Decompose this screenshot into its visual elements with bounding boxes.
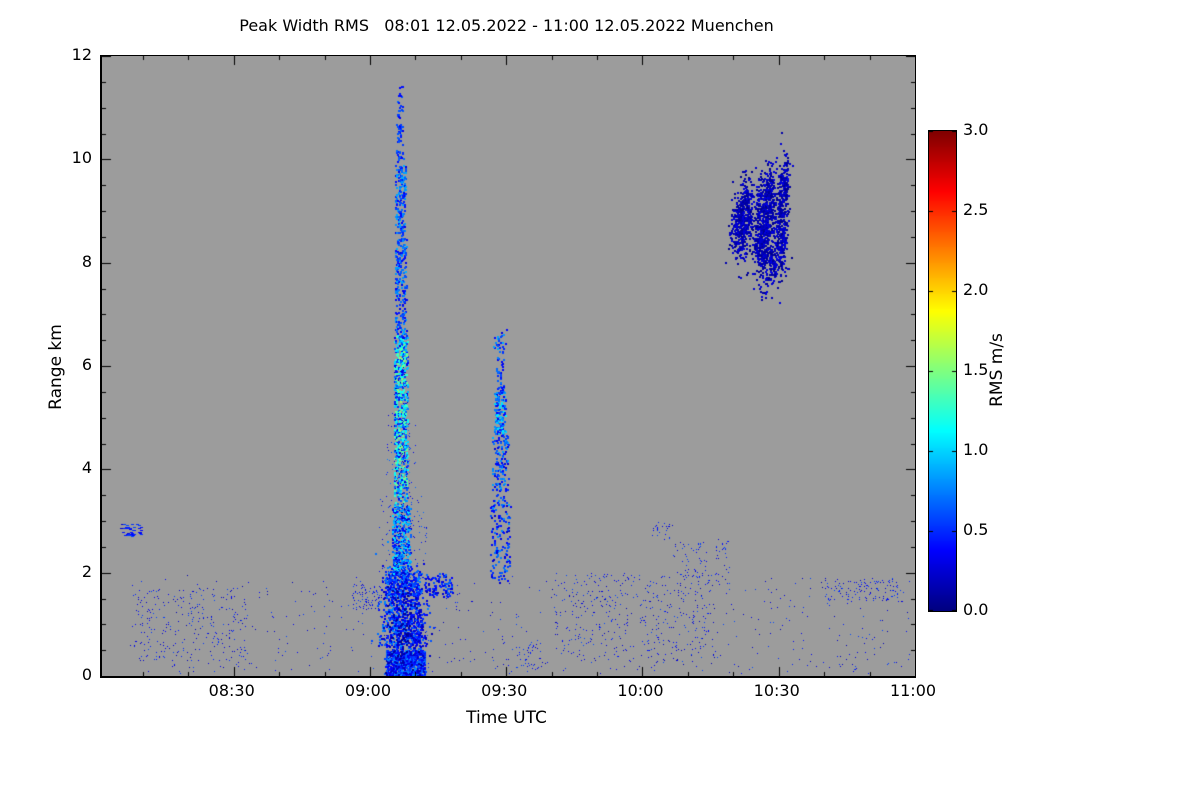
colorbar-tick-label: 1.0: [963, 440, 989, 459]
plot-area: [100, 55, 916, 678]
x-tick-label: 08:30: [208, 681, 255, 700]
colorbar-tick-label: 3.0: [963, 120, 989, 139]
colorbar-tick-label: 1.5: [963, 360, 989, 379]
colorbar-tick-label: 0.0: [963, 600, 989, 619]
colorbar-tick-label: 2.5: [963, 200, 989, 219]
y-tick-label: 4: [81, 458, 92, 478]
x-axis-label: Time UTC: [466, 708, 547, 728]
x-tick-label: 09:00: [344, 681, 392, 700]
y-tick-label: 0: [81, 665, 92, 684]
x-tick-label: 09:30: [481, 681, 528, 700]
y-tick-label: 12: [71, 45, 92, 64]
colorbar-tick-label: 2.0: [963, 280, 989, 299]
x-tick-label: 10:30: [753, 681, 800, 700]
colorbar: [928, 130, 957, 612]
x-tick-label: 11:00: [889, 681, 937, 700]
colorbar-tick-label: 0.5: [963, 520, 989, 539]
y-tick-label: 2: [81, 561, 92, 581]
x-tick-label: 10:00: [617, 681, 664, 700]
y-tick-label: 8: [81, 251, 92, 271]
y-tick-label: 6: [81, 355, 92, 374]
chart-title: Peak Width RMS 08:01 12.05.2022 - 11:00 …: [239, 16, 774, 35]
colorbar-label: RMS m/s: [987, 333, 1007, 407]
plot-canvas: [102, 56, 915, 676]
colorbar-canvas: [929, 131, 956, 611]
y-tick-label: 10: [71, 148, 92, 168]
